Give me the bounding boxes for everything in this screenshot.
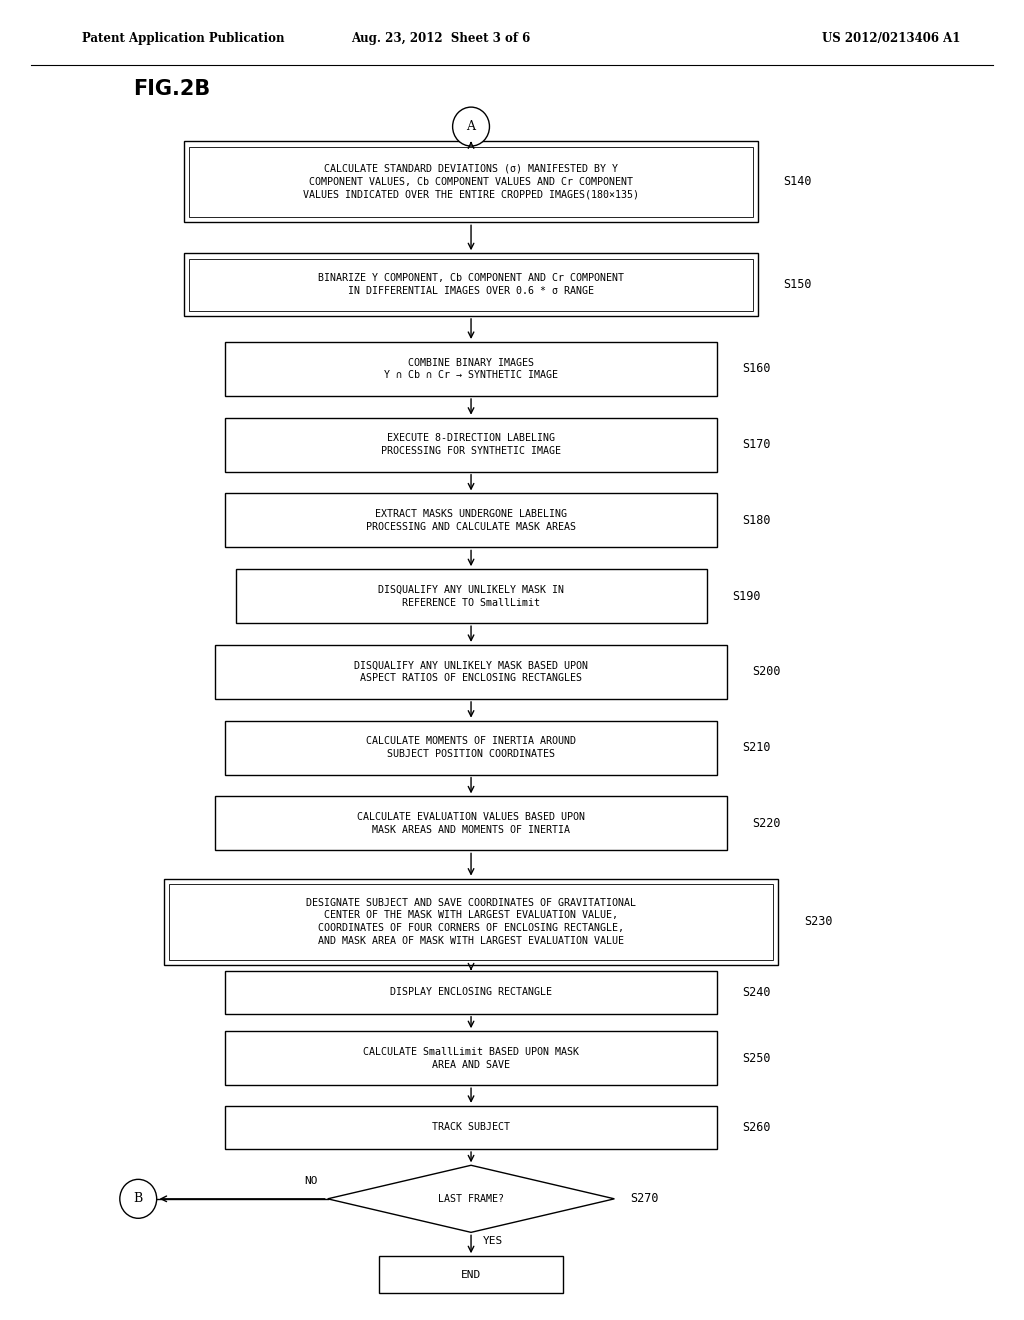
Polygon shape <box>328 1166 614 1233</box>
Text: S240: S240 <box>742 986 771 999</box>
Text: EXTRACT MASKS UNDERGONE LABELING
PROCESSING AND CALCULATE MASK AREAS: EXTRACT MASKS UNDERGONE LABELING PROCESS… <box>366 510 577 532</box>
Text: S200: S200 <box>753 665 781 678</box>
Text: S150: S150 <box>783 279 812 290</box>
Text: S190: S190 <box>732 590 761 603</box>
Text: S180: S180 <box>742 513 771 527</box>
Text: LAST FRAME?: LAST FRAME? <box>438 1193 504 1204</box>
Text: DISPLAY ENCLOSING RECTANGLE: DISPLAY ENCLOSING RECTANGLE <box>390 987 552 997</box>
Text: COMBINE BINARY IMAGES
Y ∩ Cb ∩ Cr → SYNTHETIC IMAGE: COMBINE BINARY IMAGES Y ∩ Cb ∩ Cr → SYNT… <box>384 358 558 380</box>
Text: S160: S160 <box>742 363 771 375</box>
Text: CALCULATE STANDARD DEVIATIONS (σ) MANIFESTED BY Y
COMPONENT VALUES, Cb COMPONENT: CALCULATE STANDARD DEVIATIONS (σ) MANIFE… <box>303 164 639 199</box>
Bar <box>379 1257 563 1294</box>
Text: S170: S170 <box>742 438 771 451</box>
Bar <box>225 494 717 548</box>
Bar <box>215 645 727 700</box>
Bar <box>225 721 717 775</box>
Text: S210: S210 <box>742 741 771 754</box>
Text: BINARIZE Y COMPONENT, Cb COMPONENT AND Cr COMPONENT
IN DIFFERENTIAL IMAGES OVER : BINARIZE Y COMPONENT, Cb COMPONENT AND C… <box>318 273 624 296</box>
Bar <box>225 417 717 471</box>
Bar <box>184 141 758 222</box>
Text: DISQUALIFY ANY UNLIKELY MASK BASED UPON
ASPECT RATIOS OF ENCLOSING RECTANGLES: DISQUALIFY ANY UNLIKELY MASK BASED UPON … <box>354 660 588 684</box>
Text: NO: NO <box>304 1176 317 1185</box>
Bar <box>236 569 707 623</box>
Text: S230: S230 <box>804 915 833 928</box>
Text: A: A <box>467 120 475 133</box>
Bar <box>164 879 778 965</box>
Bar <box>225 1031 717 1085</box>
Text: S140: S140 <box>783 176 812 189</box>
Bar <box>189 147 753 216</box>
Bar <box>184 253 758 315</box>
Text: Patent Application Publication: Patent Application Publication <box>82 33 285 45</box>
Text: S260: S260 <box>742 1121 771 1134</box>
Bar <box>189 259 753 310</box>
Text: END: END <box>461 1270 481 1279</box>
Bar <box>225 342 717 396</box>
Text: YES: YES <box>483 1236 504 1246</box>
Text: CALCULATE MOMENTS OF INERTIA AROUND
SUBJECT POSITION COORDINATES: CALCULATE MOMENTS OF INERTIA AROUND SUBJ… <box>366 737 577 759</box>
Text: DISQUALIFY ANY UNLIKELY MASK IN
REFERENCE TO SmallLimit: DISQUALIFY ANY UNLIKELY MASK IN REFERENC… <box>378 585 564 607</box>
Text: Aug. 23, 2012  Sheet 3 of 6: Aug. 23, 2012 Sheet 3 of 6 <box>350 33 530 45</box>
Text: S220: S220 <box>753 817 781 830</box>
Text: CALCULATE SmallLimit BASED UPON MASK
AREA AND SAVE: CALCULATE SmallLimit BASED UPON MASK ARE… <box>364 1047 579 1069</box>
Circle shape <box>120 1179 157 1218</box>
Text: TRACK SUBJECT: TRACK SUBJECT <box>432 1122 510 1133</box>
Text: EXECUTE 8-DIRECTION LABELING
PROCESSING FOR SYNTHETIC IMAGE: EXECUTE 8-DIRECTION LABELING PROCESSING … <box>381 433 561 457</box>
Bar <box>215 796 727 850</box>
Circle shape <box>453 107 489 147</box>
Text: CALCULATE EVALUATION VALUES BASED UPON
MASK AREAS AND MOMENTS OF INERTIA: CALCULATE EVALUATION VALUES BASED UPON M… <box>357 812 585 834</box>
Text: B: B <box>133 1192 143 1205</box>
Bar <box>225 970 717 1014</box>
Bar <box>169 884 773 960</box>
Bar <box>225 1106 717 1148</box>
Text: S270: S270 <box>630 1192 658 1205</box>
Text: DESIGNATE SUBJECT AND SAVE COORDINATES OF GRAVITATIONAL
CENTER OF THE MASK WITH : DESIGNATE SUBJECT AND SAVE COORDINATES O… <box>306 898 636 946</box>
Text: FIG.2B: FIG.2B <box>133 79 210 99</box>
Text: S250: S250 <box>742 1052 771 1065</box>
Text: US 2012/0213406 A1: US 2012/0213406 A1 <box>821 33 961 45</box>
